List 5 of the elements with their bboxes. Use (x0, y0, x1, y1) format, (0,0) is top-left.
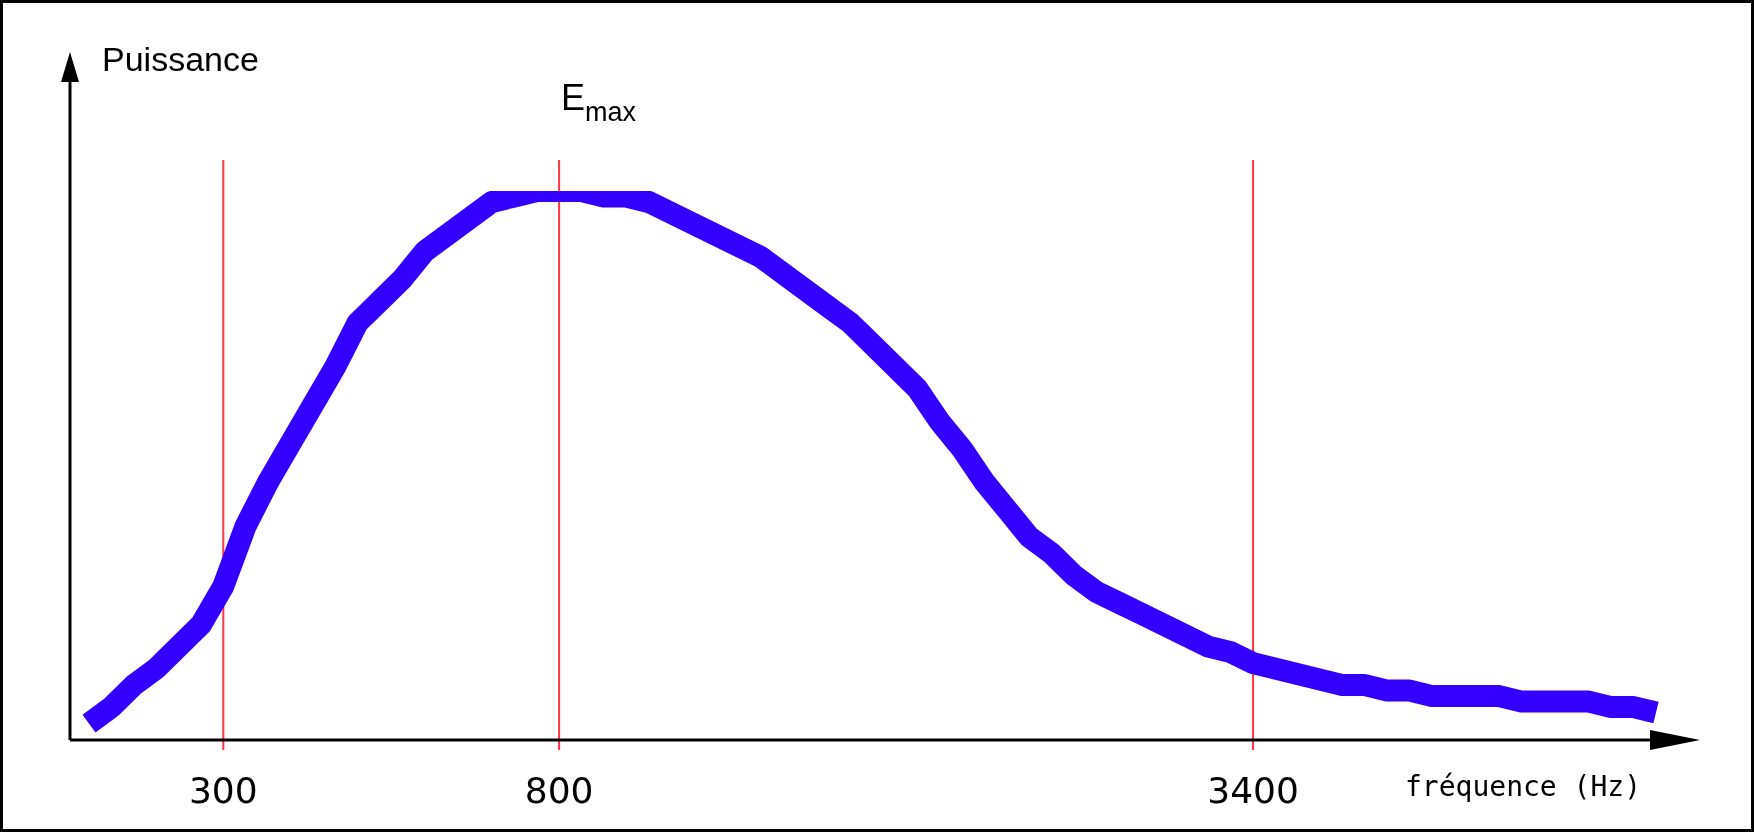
x-axis-title: fréquence (Hz) (1405, 770, 1642, 804)
y-axis-title: Puissance (102, 40, 259, 79)
x-tick-label: 300 (188, 770, 258, 812)
x-tick-label: 800 (524, 770, 594, 812)
x-tick-label: 3400 (1207, 770, 1299, 812)
